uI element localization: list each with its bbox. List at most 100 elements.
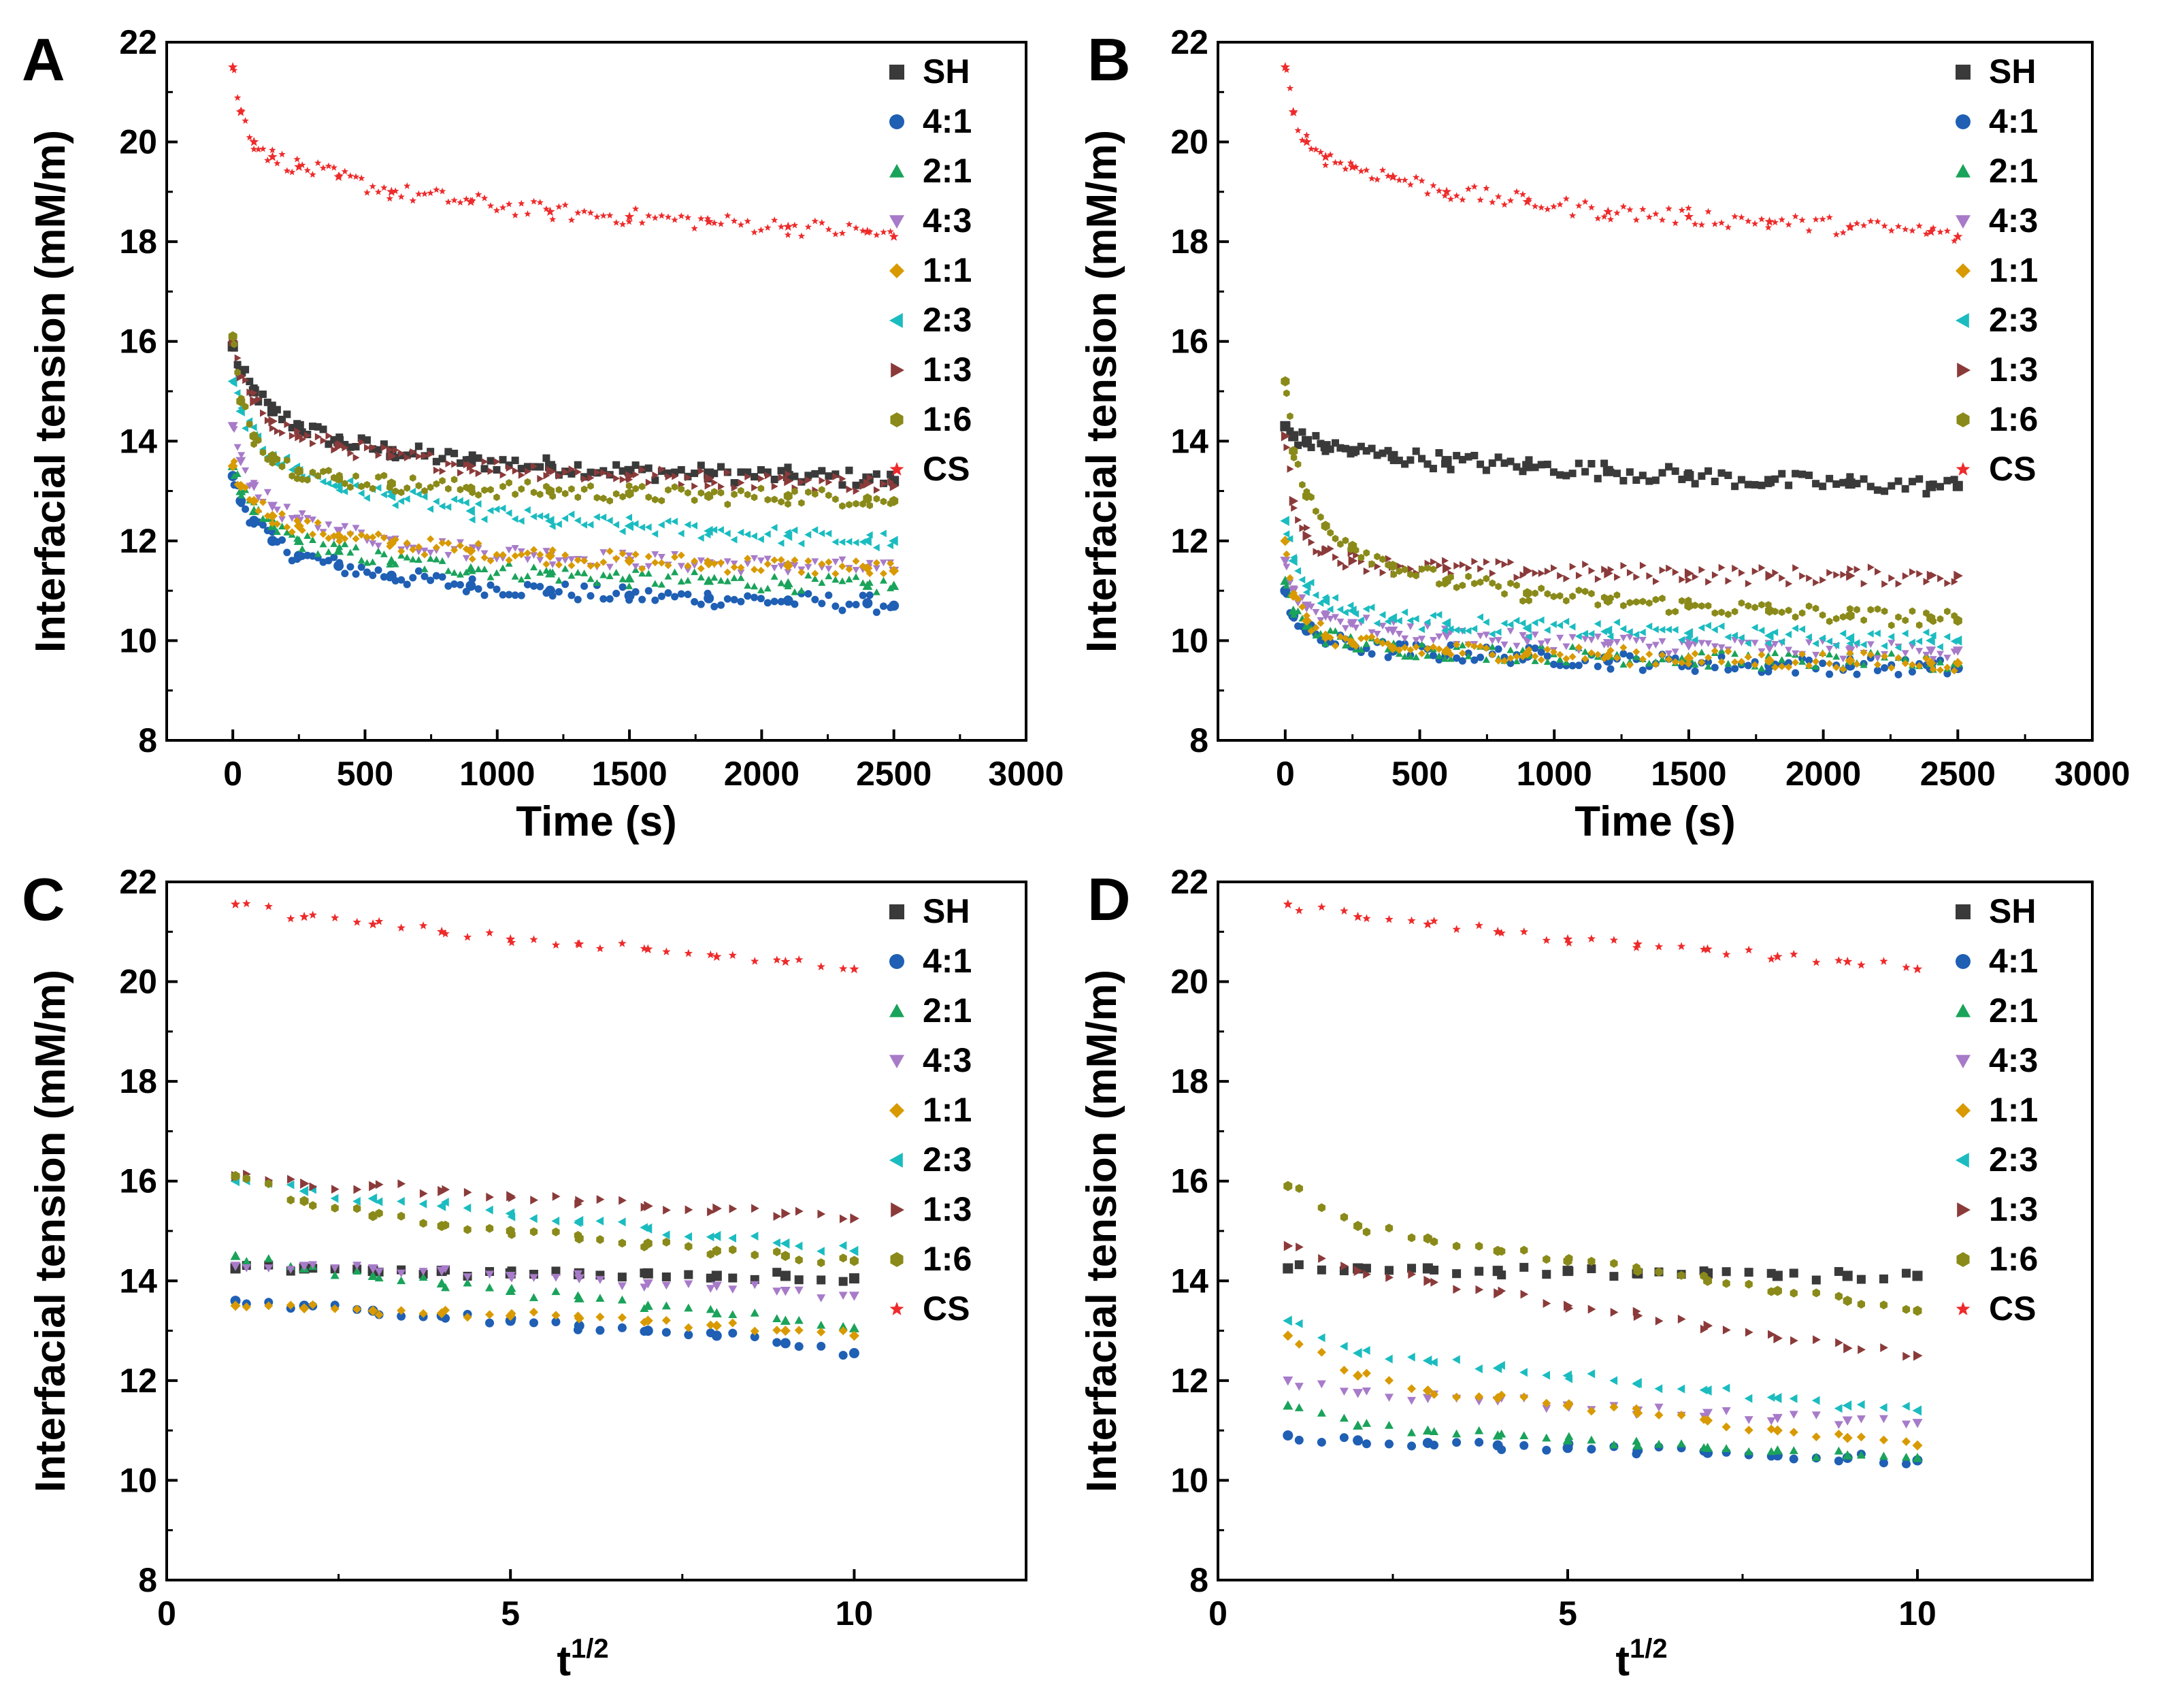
data-point xyxy=(1435,633,1443,640)
data-point xyxy=(1952,635,1962,646)
data-point xyxy=(331,913,340,922)
data-point xyxy=(1812,957,1821,966)
data-point xyxy=(1362,1346,1370,1356)
data-point xyxy=(346,563,355,571)
series-1-3 xyxy=(229,336,900,495)
data-point xyxy=(1531,619,1538,627)
data-point xyxy=(298,510,306,517)
data-point xyxy=(242,1257,251,1265)
data-point xyxy=(444,448,452,456)
data-point xyxy=(1626,568,1634,576)
data-point xyxy=(1691,650,1699,658)
data-point xyxy=(1609,1402,1619,1412)
data-point xyxy=(638,595,646,604)
data-point xyxy=(617,1323,627,1332)
data-point xyxy=(536,463,544,471)
x-axis-title-superscript: 1/2 xyxy=(1630,1634,1668,1664)
data-point xyxy=(1294,1435,1304,1445)
data-point xyxy=(493,493,500,502)
data-point xyxy=(632,485,639,493)
data-point xyxy=(1632,648,1641,656)
data-point xyxy=(380,533,388,542)
data-point xyxy=(606,516,613,525)
data-point xyxy=(264,416,271,425)
data-point xyxy=(293,535,301,542)
data-point xyxy=(1556,592,1564,600)
data-point xyxy=(403,451,411,459)
data-point xyxy=(624,212,635,221)
data-point xyxy=(1401,176,1408,184)
data-point xyxy=(1600,627,1608,636)
data-point xyxy=(1291,504,1298,512)
data-point xyxy=(730,479,738,487)
data-point xyxy=(711,1308,722,1317)
data-point xyxy=(1751,604,1758,612)
data-point xyxy=(1317,902,1326,911)
data-point xyxy=(1737,476,1745,484)
plot-frame xyxy=(165,881,1027,1581)
data-point xyxy=(866,578,874,586)
data-point xyxy=(1845,610,1855,621)
data-point xyxy=(1494,453,1502,461)
data-point xyxy=(1564,1432,1574,1441)
data-point xyxy=(450,546,459,554)
data-point xyxy=(1506,621,1514,629)
data-point xyxy=(819,476,826,485)
data-point xyxy=(691,470,699,478)
data-point xyxy=(369,182,376,190)
data-point xyxy=(1379,611,1386,619)
data-point xyxy=(805,476,812,484)
data-point xyxy=(772,1238,780,1247)
data-point xyxy=(750,1309,759,1317)
data-point xyxy=(1792,212,1799,220)
data-point xyxy=(1470,656,1479,664)
data-point xyxy=(444,552,452,559)
data-point xyxy=(1901,629,1909,638)
data-point xyxy=(1326,615,1334,623)
data-point xyxy=(845,538,853,546)
data-point xyxy=(845,600,853,608)
data-point xyxy=(852,481,860,489)
data-point xyxy=(1731,482,1739,491)
data-point xyxy=(879,529,887,538)
legend-marker xyxy=(889,114,904,129)
data-point xyxy=(462,587,470,595)
data-point xyxy=(1452,1241,1461,1251)
data-point xyxy=(794,1275,804,1285)
data-point xyxy=(1339,1413,1349,1422)
data-point xyxy=(651,551,659,559)
series-1-6 xyxy=(1281,376,1962,629)
data-point xyxy=(1951,612,1958,620)
data-point xyxy=(684,521,691,529)
data-point xyxy=(1638,628,1646,636)
data-point xyxy=(1531,202,1539,210)
data-point xyxy=(303,166,312,174)
data-point xyxy=(462,499,469,507)
data-point xyxy=(1384,1354,1393,1364)
data-point xyxy=(463,1225,472,1234)
data-point xyxy=(1722,1326,1731,1335)
legend-label: 2:3 xyxy=(1989,301,2038,339)
data-point xyxy=(1390,570,1397,578)
data-point xyxy=(1497,928,1506,937)
data-point xyxy=(555,557,563,565)
data-point xyxy=(1672,608,1679,616)
data-point xyxy=(1606,215,1615,223)
data-point xyxy=(1632,631,1640,639)
data-point xyxy=(299,1262,310,1271)
data-point xyxy=(1812,480,1820,488)
data-point xyxy=(469,489,476,497)
data-point xyxy=(397,1311,406,1321)
data-point xyxy=(319,164,327,171)
data-point xyxy=(1853,660,1861,668)
data-point xyxy=(811,595,819,604)
data-point xyxy=(1587,636,1596,644)
data-point xyxy=(1281,376,1290,387)
data-point xyxy=(1902,572,1909,580)
data-point xyxy=(1327,544,1334,553)
data-point xyxy=(1465,572,1472,580)
data-point xyxy=(612,218,620,226)
data-point xyxy=(1497,1270,1506,1280)
data-point xyxy=(1873,486,1881,494)
x-tick-label: 3000 xyxy=(2054,755,2130,793)
